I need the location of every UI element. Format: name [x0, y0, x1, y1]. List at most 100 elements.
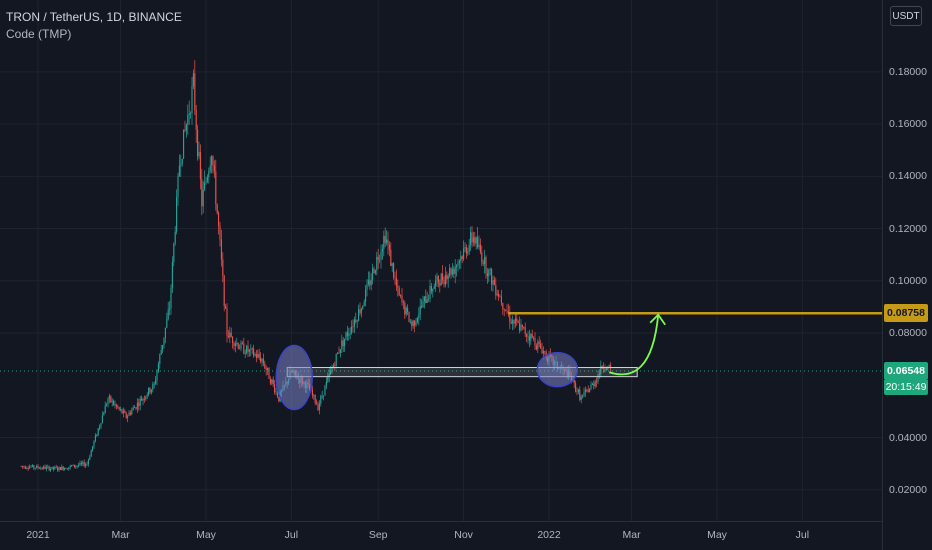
- candle-body: [233, 342, 235, 347]
- candle-body: [54, 467, 56, 469]
- chart-area[interactable]: TRON / TetherUS, 1D, BINANCE Code (TMP): [0, 0, 882, 521]
- candle-body: [608, 365, 610, 367]
- candle-body: [341, 340, 343, 350]
- bar-countdown: 20:15:49: [884, 379, 928, 395]
- candle-body: [544, 351, 546, 353]
- price-axis[interactable]: 0.18000 0.16000 0.14000 0.12000 0.10000 0.080…: [882, 0, 932, 550]
- candle-body: [516, 318, 518, 322]
- candle-body: [388, 244, 390, 250]
- candle-body: [255, 354, 257, 358]
- time-tick-label: 2021: [26, 529, 50, 541]
- candle-body: [457, 262, 459, 266]
- candle-body: [232, 336, 234, 343]
- candle-body: [456, 265, 458, 268]
- candle-body: [359, 309, 361, 314]
- highlight-ellipse: [536, 351, 579, 388]
- candle-body: [449, 268, 451, 276]
- candle-body: [381, 248, 383, 252]
- candle-body: [51, 466, 53, 469]
- candle-body: [464, 247, 466, 249]
- candle-body: [240, 342, 242, 349]
- currency-button[interactable]: USDT: [890, 6, 922, 26]
- candle-body: [192, 73, 194, 87]
- candle-body: [27, 468, 29, 469]
- candle-body: [48, 466, 50, 471]
- candle-body: [227, 335, 229, 338]
- candle-body: [24, 466, 26, 469]
- candle-body: [500, 296, 502, 303]
- candle-body: [220, 239, 222, 260]
- candle-body: [542, 351, 544, 354]
- candle-body: [68, 467, 70, 469]
- candle-body: [311, 389, 313, 396]
- candle-body: [482, 262, 484, 265]
- candle-body: [366, 284, 368, 290]
- candle-body: [575, 383, 577, 392]
- candles: [20, 60, 612, 473]
- candle-body: [251, 348, 253, 350]
- candle-body: [41, 467, 43, 469]
- candle-body: [89, 456, 91, 460]
- candle-body: [460, 256, 462, 261]
- candle-body: [94, 435, 96, 442]
- time-axis[interactable]: 2021 Mar May Jul Sep Nov 2022 Mar May Jul: [0, 521, 882, 550]
- candle-body: [62, 466, 64, 470]
- candle-body: [407, 307, 409, 312]
- time-tick-label: Jul: [795, 529, 810, 541]
- candle-body: [331, 367, 333, 371]
- candle-body: [346, 332, 348, 336]
- chart-legend: TRON / TetherUS, 1D, BINANCE Code (TMP): [6, 9, 182, 43]
- candle-body: [320, 395, 322, 404]
- candle-body: [461, 256, 463, 259]
- candle-body: [167, 309, 169, 319]
- candle-body: [314, 395, 316, 403]
- candle-body: [513, 320, 515, 324]
- candle-body: [339, 349, 341, 353]
- candle-body: [474, 237, 476, 244]
- candle-body: [471, 232, 473, 243]
- candle-body: [376, 256, 378, 271]
- candle-body: [155, 380, 157, 384]
- candle-body: [212, 156, 214, 166]
- candle-body: [416, 317, 418, 323]
- candle-body: [164, 327, 166, 338]
- candle-body: [488, 269, 490, 277]
- candle-body: [79, 462, 81, 466]
- candle-body: [477, 237, 479, 248]
- candle-body: [34, 467, 36, 469]
- candle-body: [122, 410, 124, 414]
- candle-body: [107, 398, 109, 405]
- price-chart[interactable]: [0, 0, 882, 521]
- candle-body: [208, 171, 210, 178]
- candle-body: [267, 367, 269, 370]
- candle-body: [475, 237, 477, 244]
- candle-body: [370, 279, 372, 286]
- candle-body: [257, 354, 259, 358]
- candle-body: [362, 305, 364, 309]
- candle-body: [374, 270, 376, 274]
- candle-body: [268, 367, 270, 379]
- candle-body: [600, 365, 602, 375]
- candle-body: [23, 466, 25, 468]
- candle-body: [446, 274, 448, 280]
- candle-body: [159, 354, 161, 364]
- candle-body: [589, 388, 591, 393]
- candle-body: [162, 344, 164, 351]
- price-tick-label: 0.14000: [889, 170, 927, 183]
- candle-body: [236, 343, 238, 344]
- candle-body: [586, 389, 588, 391]
- candle-body: [435, 280, 437, 286]
- candle-body: [493, 279, 495, 286]
- candle-body: [278, 396, 280, 402]
- candle-body: [590, 384, 592, 389]
- candle-body: [451, 268, 453, 275]
- time-tick-label: Mar: [622, 529, 641, 541]
- candle-body: [209, 165, 211, 172]
- candle-body: [190, 113, 192, 115]
- candle-body: [174, 231, 176, 244]
- candle-body: [274, 384, 276, 393]
- candle-body: [439, 283, 441, 286]
- candle-body: [386, 239, 388, 243]
- candle-body: [206, 177, 208, 182]
- candle-body: [237, 343, 239, 349]
